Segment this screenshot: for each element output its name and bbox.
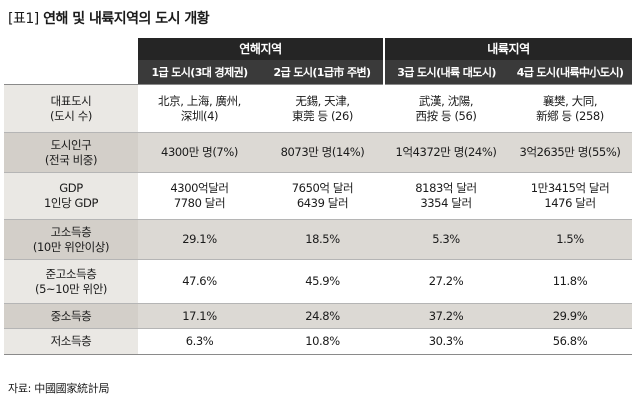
table-cell: 北京, 上海, 廣州, 深圳(4) bbox=[138, 84, 261, 133]
row-label: 준고소득층 (5~10만 위안) bbox=[4, 259, 138, 304]
row-label: 대표도시 (도시 수) bbox=[4, 84, 138, 133]
table-number: [표1] bbox=[8, 11, 39, 27]
corner-cell bbox=[4, 38, 138, 60]
table-cell: 3억2635만 명(55%) bbox=[508, 132, 632, 173]
table-cell: 45.9% bbox=[261, 259, 384, 304]
table-cell: 1.5% bbox=[508, 219, 632, 260]
column-header-row: 1급 도시(3대 경제권) 2급 도시(1급市 주변) 3급 도시(내륙 대도시… bbox=[4, 60, 632, 85]
table-cell: 29.9% bbox=[508, 303, 632, 329]
column-header-tier1: 1급 도시(3대 경제권) bbox=[138, 60, 261, 85]
table-row-middle-income: 중소득층 17.1% 24.8% 37.2% 29.9% bbox=[4, 303, 632, 329]
table-row-low-income: 저소득층 6.3% 10.8% 30.3% 56.8% bbox=[4, 328, 632, 355]
table-title: [표1] 연해 및 내륙지역의 도시 개황 bbox=[8, 8, 210, 28]
table-cell: 8073만 명(14%) bbox=[261, 132, 384, 173]
table-cell: 武漢, 沈陽, 西按 등 (56) bbox=[384, 84, 508, 133]
table-cell: 11.8% bbox=[508, 259, 632, 304]
row-label: 저소득층 bbox=[4, 328, 138, 355]
table-cell: 17.1% bbox=[138, 303, 261, 329]
source-note: 자료: 中國國家統計局 bbox=[8, 382, 110, 395]
city-overview-table: 연해지역 내륙지역 1급 도시(3대 경제권) 2급 도시(1급市 주변) 3급… bbox=[4, 38, 632, 355]
table-cell: 襄樊, 大同, 新鄕 등 (258) bbox=[508, 84, 632, 133]
table-row-urban-population: 도시인구 (전국 비중) 4300만 명(7%) 8073만 명(14%) 1억4… bbox=[4, 132, 632, 173]
table-row-representative-cities: 대표도시 (도시 수) 北京, 上海, 廣州, 深圳(4) 无錫, 天津, 東莞 등 … bbox=[4, 84, 632, 133]
column-header-tier4: 4급 도시(내륙中小도시) bbox=[508, 60, 632, 85]
table-cell: 29.1% bbox=[138, 219, 261, 260]
table-cell: 1만3415억 달러 1476 달러 bbox=[508, 172, 632, 220]
group-header-inland: 내륙지역 bbox=[383, 38, 632, 60]
table-cell: 24.8% bbox=[261, 303, 384, 329]
table-cell: 37.2% bbox=[384, 303, 508, 329]
row-label: 도시인구 (전국 비중) bbox=[4, 132, 138, 173]
table-cell: 7650억 달러 6439 달러 bbox=[261, 172, 384, 220]
row-label: 중소득층 bbox=[4, 303, 138, 329]
table-cell: 27.2% bbox=[384, 259, 508, 304]
table-cell: 30.3% bbox=[384, 328, 508, 355]
row-label: 고소득층 (10만 위안이상) bbox=[4, 219, 138, 260]
table-cell: 56.8% bbox=[508, 328, 632, 355]
table-cell: 1억4372만 명(24%) bbox=[384, 132, 508, 173]
table-cell: 10.8% bbox=[261, 328, 384, 355]
group-header-row: 연해지역 내륙지역 bbox=[4, 38, 632, 60]
table-cell: 47.6% bbox=[138, 259, 261, 304]
group-header-coastal: 연해지역 bbox=[138, 38, 384, 60]
table-cell: 无錫, 天津, 東莞 등 (26) bbox=[261, 84, 384, 133]
column-header-tier3: 3급 도시(내륙 대도시) bbox=[383, 60, 508, 85]
table-cell: 6.3% bbox=[138, 328, 261, 355]
column-header-tier2: 2급 도시(1급市 주변) bbox=[261, 60, 384, 85]
table-row-high-income: 고소득층 (10만 위안이상) 29.1% 18.5% 5.3% 1.5% bbox=[4, 219, 632, 260]
table-row-upper-middle-income: 준고소득층 (5~10만 위안) 47.6% 45.9% 27.2% 11.8% bbox=[4, 259, 632, 304]
table-title-text: 연해 및 내륙지역의 도시 개황 bbox=[43, 11, 210, 27]
table-cell: 8183억 달러 3354 달러 bbox=[384, 172, 508, 220]
corner-cell-2 bbox=[4, 60, 138, 85]
table-cell: 4300억달러 7780 달러 bbox=[138, 172, 261, 220]
row-label: GDP 1인당 GDP bbox=[4, 172, 138, 220]
table-row-gdp: GDP 1인당 GDP 4300억달러 7780 달러 7650억 달러 6439 달… bbox=[4, 172, 632, 220]
table-cell: 4300만 명(7%) bbox=[138, 132, 261, 173]
table-cell: 5.3% bbox=[384, 219, 508, 260]
table-cell: 18.5% bbox=[261, 219, 384, 260]
